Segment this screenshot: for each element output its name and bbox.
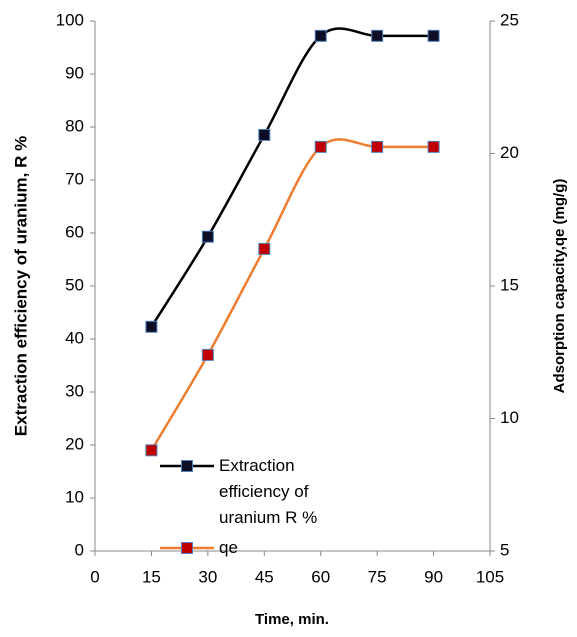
y2-tick-label: 15: [500, 275, 519, 294]
x-tick-label: 30: [198, 567, 217, 586]
marker: [314, 140, 327, 153]
marker: [201, 348, 214, 361]
marker: [145, 444, 158, 457]
marker: [145, 320, 158, 333]
marker: [427, 29, 440, 42]
y2-tick-label: 25: [500, 10, 519, 29]
y-tick-label: 80: [65, 116, 84, 135]
marker: [258, 128, 271, 141]
y2-tick-label: 10: [500, 408, 519, 427]
y2-tick-label: 5: [500, 540, 509, 559]
y-tick-label: 70: [65, 169, 84, 188]
y-tick-label: 90: [65, 63, 84, 82]
legend-marker: [181, 460, 193, 472]
y-tick-label: 30: [65, 381, 84, 400]
x-tick-label: 75: [368, 567, 387, 586]
marker: [371, 29, 384, 42]
legend-label: qe: [219, 538, 238, 557]
x-tick-label: 45: [255, 567, 274, 586]
y-tick-label: 100: [56, 10, 84, 29]
y-tick-label: 10: [65, 487, 84, 506]
y-tick-label: 0: [75, 540, 84, 559]
x-axis-title: Time, min.: [255, 611, 329, 628]
y2-tick-label: 20: [500, 143, 519, 162]
x-tick-label: 105: [476, 567, 504, 586]
x-tick-label: 15: [142, 567, 161, 586]
x-tick-label: 0: [90, 567, 99, 586]
y2-axis-title: Adsorption capacity,qe (mg/g): [551, 179, 568, 394]
x-tick-label: 60: [311, 567, 330, 586]
legend-label: Extraction efficiency of uranium R %: [219, 456, 318, 527]
series-line: [150, 27, 434, 328]
y-tick-label: 60: [65, 222, 84, 241]
marker: [427, 140, 440, 153]
marker: [371, 140, 384, 153]
y-tick-label: 50: [65, 275, 84, 294]
legend-marker: [181, 542, 193, 554]
y-axis-title: Extraction efficiency of uranium, R %: [11, 136, 30, 436]
marker: [258, 242, 271, 255]
y-tick-label: 20: [65, 434, 84, 453]
series-line: [150, 138, 434, 451]
y-tick-label: 40: [65, 328, 84, 347]
marker: [314, 29, 327, 42]
x-tick-label: 90: [424, 567, 443, 586]
marker: [201, 230, 214, 243]
